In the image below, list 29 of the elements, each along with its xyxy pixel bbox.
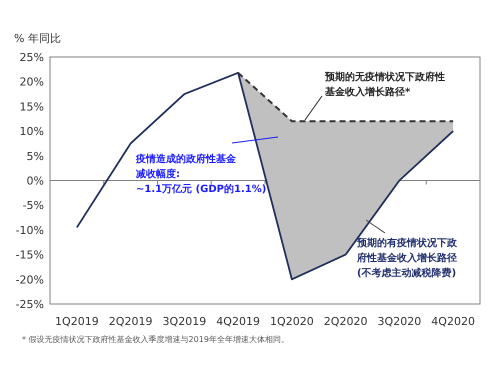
text: * 假设无疫情状况下政府性基金收入季度增速与2019年全年增速大体相同。 <box>22 335 289 344</box>
annotation: ~1.1万亿元 (GDP的1.1%) <box>136 183 266 195</box>
y-tick-label: 15% <box>20 100 44 114</box>
y-tick-label: 25% <box>20 51 44 64</box>
x-tick-label: 4Q2020 <box>431 315 475 328</box>
y-tick-label: 20% <box>20 76 44 89</box>
y-tick-label: 10% <box>20 125 44 138</box>
annotation: 预期的有疫情状况下政 <box>356 237 458 249</box>
y-axis-title: % 年同比 <box>14 32 61 45</box>
x-tick-label: 1Q2020 <box>270 315 314 328</box>
y-tick-label: -5% <box>22 199 44 212</box>
x-tick-label: 4Q2019 <box>216 315 260 328</box>
y-tick-label: -25% <box>16 298 44 311</box>
y-tick-label: 0% <box>26 174 44 188</box>
annotation: (不考虑主动减税降费) <box>357 267 456 279</box>
x-tick-label: 2Q2020 <box>324 315 368 328</box>
y-tick-label: -15% <box>16 248 44 262</box>
annotation: 府性基金收入增长路径 <box>356 252 457 264</box>
annotation: 疫情造成的政府性基金 <box>135 153 237 165</box>
y-tick-label: -20% <box>16 273 44 286</box>
annotation: 基金收入增长路径* <box>324 86 411 98</box>
x-tick-label: 3Q2019 <box>162 315 206 328</box>
annotation: 预期的无疫情状况下政府性 <box>324 71 445 83</box>
annotation: 减收幅度: <box>136 168 180 180</box>
y-tick-label: 5% <box>26 150 44 163</box>
x-tick-label: 1Q2019 <box>55 315 99 328</box>
y-tick-label: -10% <box>16 224 44 237</box>
x-tick-label: 3Q2020 <box>378 315 422 328</box>
x-tick-label: 2Q2019 <box>108 315 152 328</box>
